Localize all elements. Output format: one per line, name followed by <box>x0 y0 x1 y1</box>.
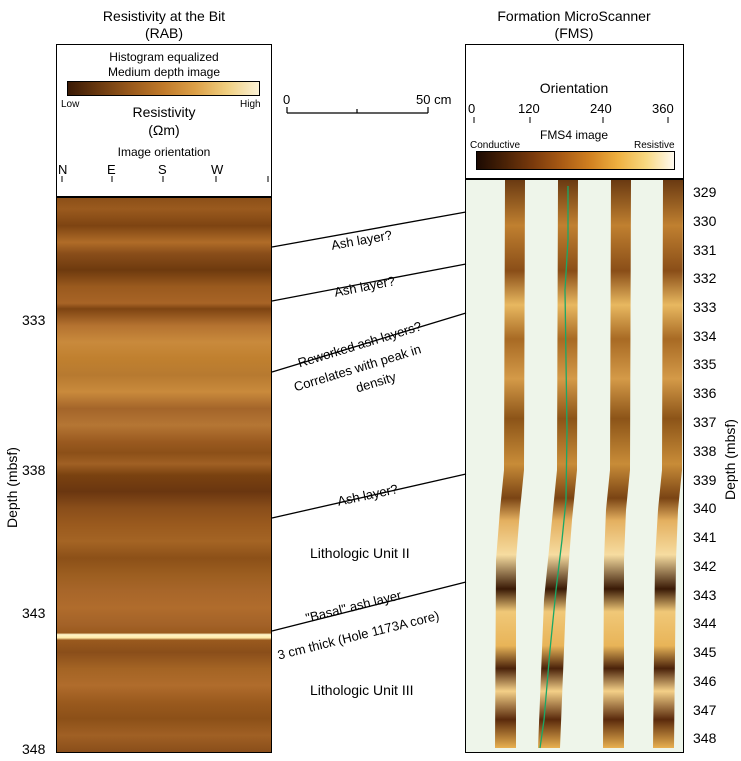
scale-bar <box>286 107 429 114</box>
annotation-lithologic-unit-2: Lithologic Unit II <box>310 545 410 561</box>
fms-depth-tick: 340 <box>693 500 717 516</box>
fms-subtitle: (FMS) <box>554 25 594 41</box>
rab-depth-tick-333: 333 <box>22 312 46 328</box>
fms-depth-tick: 332 <box>693 270 717 286</box>
fms-depth-tick: 346 <box>693 673 717 689</box>
rab-scale-subtitle: Medium depth image <box>107 65 221 79</box>
rab-depth-tick-338: 338 <box>22 462 46 478</box>
annotation-lithologic-unit-3: Lithologic Unit III <box>310 682 414 698</box>
rab-orientation-e: E <box>107 162 116 177</box>
fms-depth-tick: 343 <box>693 587 717 603</box>
rab-orientation-title: Image orientation <box>117 145 211 159</box>
fms-pad-images <box>495 180 683 749</box>
fms-orientation-tick-360: 360 <box>652 101 674 116</box>
rab-scale-title: Histogram equalized <box>109 50 219 64</box>
rab-depth-tick-343: 343 <box>22 605 46 621</box>
rab-resistivity-label: Resistivity <box>132 104 196 120</box>
rab-depth-tick-348: 348 <box>22 741 46 757</box>
fms-orientation-tick-0: 0 <box>468 101 476 116</box>
rab-orientation-w: W <box>211 162 224 177</box>
correlation-line-basal <box>271 581 467 632</box>
correlation-line-ash1 <box>271 211 467 248</box>
fms-orientation-tick-120: 120 <box>518 101 540 116</box>
rab-title: Resistivity at the Bit <box>102 8 226 24</box>
rab-low-label: Low <box>61 99 80 110</box>
fms-depth-tick: 334 <box>693 328 717 344</box>
correlation-line-ash2 <box>271 263 467 302</box>
fms-color-scale <box>476 151 675 170</box>
fms-title: Formation MicroScanner <box>497 8 651 24</box>
fms-depth-tick: 329 <box>693 184 717 200</box>
rab-image <box>56 197 272 753</box>
fms-depth-tick: 341 <box>693 529 717 545</box>
correlation-line-reworked <box>271 312 467 373</box>
fms-depth-tick: 342 <box>693 558 717 574</box>
fms-depth-tick: 344 <box>693 615 717 631</box>
fms-depth-tick: 345 <box>693 644 717 660</box>
fms-depth-tick: 339 <box>693 472 717 488</box>
fms-resistive-label: Resistive <box>634 140 675 151</box>
correlation-line-ash3 <box>271 473 467 519</box>
scale-bar-fifty: 50 cm <box>416 92 452 107</box>
rab-legend-panel <box>56 44 272 197</box>
fms-depth-tick: 330 <box>693 213 717 229</box>
fms-orientation-title: Orientation <box>539 80 609 96</box>
rab-orientation-s: S <box>158 162 167 177</box>
fms-depth-tick: 347 <box>693 702 717 718</box>
fms-depth-tick: 333 <box>693 299 717 315</box>
fms-depth-tick: 335 <box>693 356 717 372</box>
rab-orientation-n: N <box>58 162 68 177</box>
fms-depth-tick: 331 <box>693 242 717 258</box>
scale-bar-zero: 0 <box>283 92 291 107</box>
fms-depth-tick: 336 <box>693 385 717 401</box>
fms-depth-tick: 338 <box>693 443 717 459</box>
rab-subtitle: (RAB) <box>144 25 184 41</box>
rab-high-label: High <box>240 99 261 110</box>
rab-color-scale <box>67 81 260 96</box>
fms-conductive-label: Conductive <box>470 140 521 151</box>
fms-depth-tick: 337 <box>693 414 717 430</box>
fms-depth-tick: 348 <box>693 730 717 746</box>
rab-unit-label: (Ωm) <box>148 122 180 138</box>
fms-orientation-tick-240: 240 <box>590 101 612 116</box>
fms-image-title: FMS4 image <box>539 128 609 142</box>
